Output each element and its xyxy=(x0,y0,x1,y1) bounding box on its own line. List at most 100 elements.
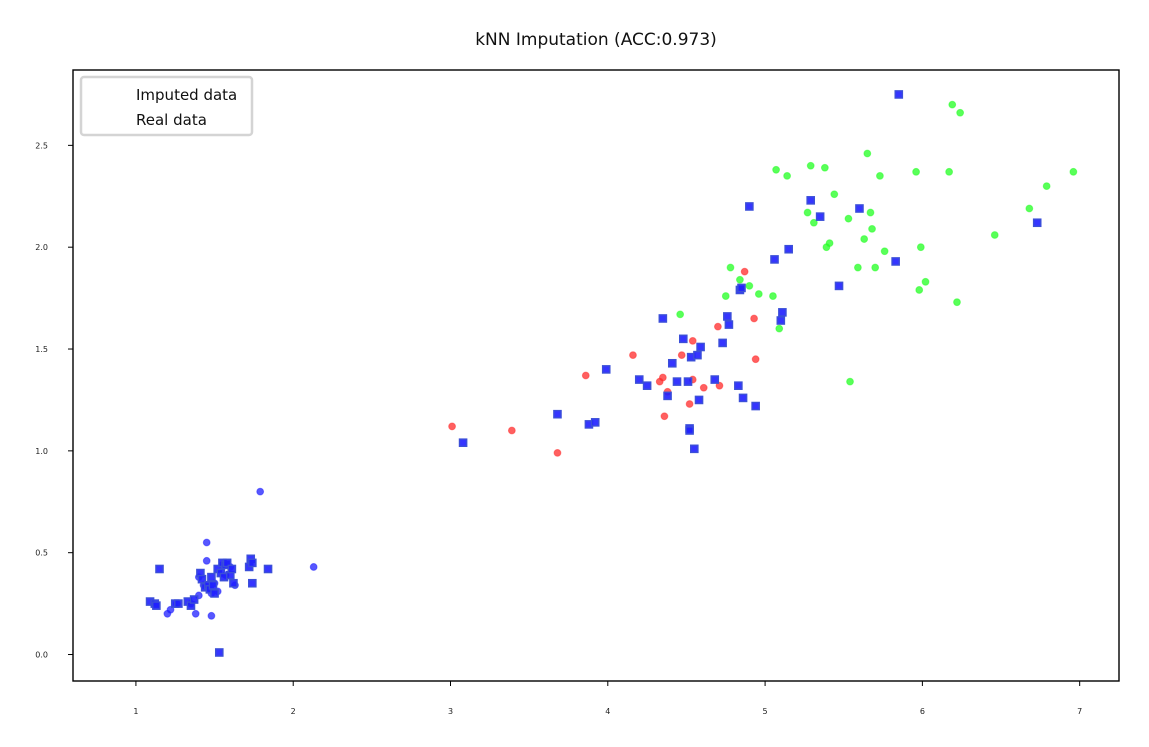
imputed-data-point xyxy=(685,426,694,435)
real-data-point xyxy=(860,235,869,243)
real-data-point xyxy=(309,563,318,571)
real-data-point xyxy=(803,208,812,217)
imputed-data-point xyxy=(152,601,161,610)
chart-title: kNN Imputation (ACC:0.973) xyxy=(475,30,717,50)
real-data-point xyxy=(863,149,872,158)
real-data-point xyxy=(256,487,265,496)
real-data-point xyxy=(726,263,735,272)
imputed-data-point xyxy=(207,572,216,582)
real-data-point xyxy=(880,247,889,256)
real-data-point xyxy=(820,163,829,172)
imputed-data-point xyxy=(696,342,705,352)
imputed-data-point xyxy=(894,90,904,99)
real-data-point xyxy=(953,298,961,307)
imputed-data-point xyxy=(693,350,702,360)
imputed-data-point xyxy=(248,558,257,568)
real-data-point xyxy=(754,290,763,298)
legend-entry-imputed: Imputed data xyxy=(136,86,237,104)
imputed-data-point xyxy=(710,375,720,384)
imputed-data-point xyxy=(678,334,688,344)
real-data-point xyxy=(775,324,784,333)
imputed-data-point xyxy=(745,202,754,211)
imputed-data-point xyxy=(214,648,224,657)
x-tick-label: 2 xyxy=(291,707,296,716)
real-data-point xyxy=(830,190,839,199)
imputed-data-point xyxy=(751,401,760,411)
imputed-data-point xyxy=(208,580,218,590)
real-data-point xyxy=(191,609,200,618)
imputed-data-point xyxy=(738,393,748,403)
real-data-point xyxy=(715,381,724,390)
imputed-data-point xyxy=(855,204,864,213)
real-data-point xyxy=(736,275,744,284)
imputed-data-point xyxy=(210,589,219,598)
real-data-point xyxy=(912,167,920,176)
real-data-point xyxy=(750,314,758,323)
imputed-data-point xyxy=(634,375,644,384)
y-axis: 0.0 0.5 1.0 1.5 2.0 2.5 xyxy=(35,141,73,660)
imputed-data-point xyxy=(690,444,699,454)
x-tick-label: 5 xyxy=(763,707,768,716)
real-data-point xyxy=(658,373,667,382)
imputed-data-point xyxy=(834,281,844,291)
data-points xyxy=(145,90,1078,657)
imputed-data-point xyxy=(672,377,682,386)
imputed-data-point xyxy=(737,283,746,293)
legend-box xyxy=(79,75,254,137)
legend-entry-real: Real data xyxy=(136,111,207,129)
real-data-point xyxy=(448,422,456,431)
imputed-data-point xyxy=(724,320,734,329)
real-data-point xyxy=(915,286,924,294)
real-data-point xyxy=(207,611,216,620)
real-data-point xyxy=(1069,167,1078,176)
real-data-point xyxy=(166,605,175,614)
real-data-point xyxy=(676,310,685,319)
real-data-point xyxy=(202,556,211,565)
real-data-point xyxy=(772,165,781,174)
imputed-data-point xyxy=(723,312,732,321)
imputed-data-point xyxy=(601,365,611,374)
imputed-data-point xyxy=(174,599,183,608)
real-data-point xyxy=(699,383,708,392)
imputed-data-point xyxy=(784,244,793,254)
real-data-point xyxy=(806,161,815,170)
imputed-data-point xyxy=(718,338,727,348)
real-data-point xyxy=(507,426,516,435)
imputed-data-point xyxy=(590,418,600,427)
imputed-data-point xyxy=(248,578,257,588)
y-tick-label: 1.0 xyxy=(35,447,48,456)
real-data-point xyxy=(916,243,925,252)
imputed-data-point xyxy=(806,196,816,205)
y-tick-label: 1.5 xyxy=(35,345,48,354)
real-data-point xyxy=(714,322,722,331)
real-data-point xyxy=(990,231,999,239)
real-data-point xyxy=(948,100,957,109)
x-tick-label: 6 xyxy=(920,707,925,716)
real-data-point xyxy=(853,263,862,272)
real-data-point xyxy=(809,218,818,227)
real-data-point xyxy=(866,208,875,217)
real-data-point xyxy=(629,351,637,360)
real-data-point xyxy=(876,172,884,180)
real-data-point xyxy=(871,263,880,272)
imputed-data-point xyxy=(776,316,786,325)
imputed-data-point xyxy=(642,381,652,390)
real-data-point xyxy=(921,277,930,286)
plot-area-frame xyxy=(72,69,1120,682)
real-data-point xyxy=(844,214,853,223)
imputed-data-point xyxy=(778,308,787,317)
imputed-data-point xyxy=(1032,218,1042,228)
y-tick-label: 2.5 xyxy=(35,141,48,150)
x-tick-label: 3 xyxy=(448,707,453,716)
real-data-point xyxy=(685,400,694,408)
real-data-point xyxy=(846,377,854,386)
real-data-point xyxy=(553,448,562,457)
imputed-data-point xyxy=(683,377,693,386)
real-data-point xyxy=(825,239,834,248)
y-tick-label: 2.0 xyxy=(35,243,48,252)
imputed-data-point xyxy=(227,564,237,574)
real-data-point xyxy=(1042,182,1051,190)
imputed-data-point xyxy=(155,564,164,574)
imputed-data-point xyxy=(222,558,232,568)
